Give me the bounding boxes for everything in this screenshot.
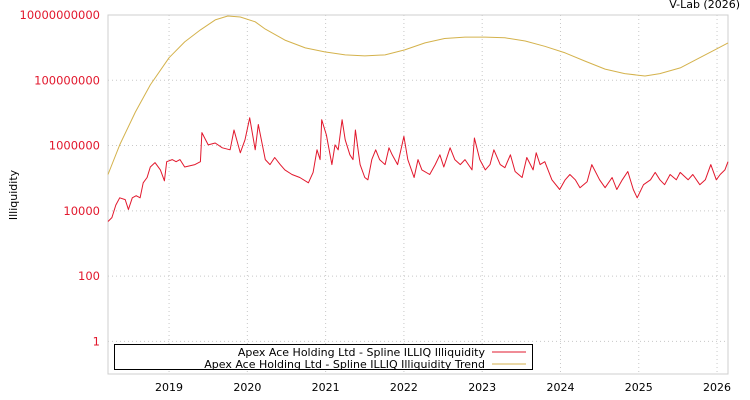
plot-frame — [107, 14, 729, 375]
y-tick-label: 1000000 — [49, 139, 100, 153]
x-tick-label: 2020 — [233, 381, 261, 394]
y-tick-label: 10000 — [63, 204, 100, 218]
x-tick-label: 2024 — [546, 381, 574, 394]
x-tick-label: 2021 — [312, 381, 340, 394]
legend-label: Apex Ace Holding Ltd - Spline ILLIQ Illi… — [238, 346, 486, 359]
trend-series-line — [107, 15, 729, 175]
legend-box — [114, 344, 533, 370]
y-tick-label: 1 — [93, 334, 100, 348]
y-axis-label: Illiquidity — [7, 169, 20, 220]
illiquidity-series-line — [107, 117, 729, 222]
y-tick-label: 100000000 — [34, 73, 100, 87]
legend-label: Apex Ace Holding Ltd - Spline ILLIQ Illi… — [204, 358, 485, 371]
x-tick-label: 2023 — [468, 381, 496, 394]
source-credit: V-Lab (2026) — [669, 0, 740, 11]
x-tick-label: 2019 — [155, 381, 183, 394]
y-tick-label: 10000000000 — [20, 8, 100, 22]
y-tick-label: 100 — [78, 269, 100, 283]
x-tick-label: 2025 — [625, 381, 653, 394]
x-tick-label: 2022 — [390, 381, 418, 394]
x-tick-label: 2026 — [703, 381, 731, 394]
